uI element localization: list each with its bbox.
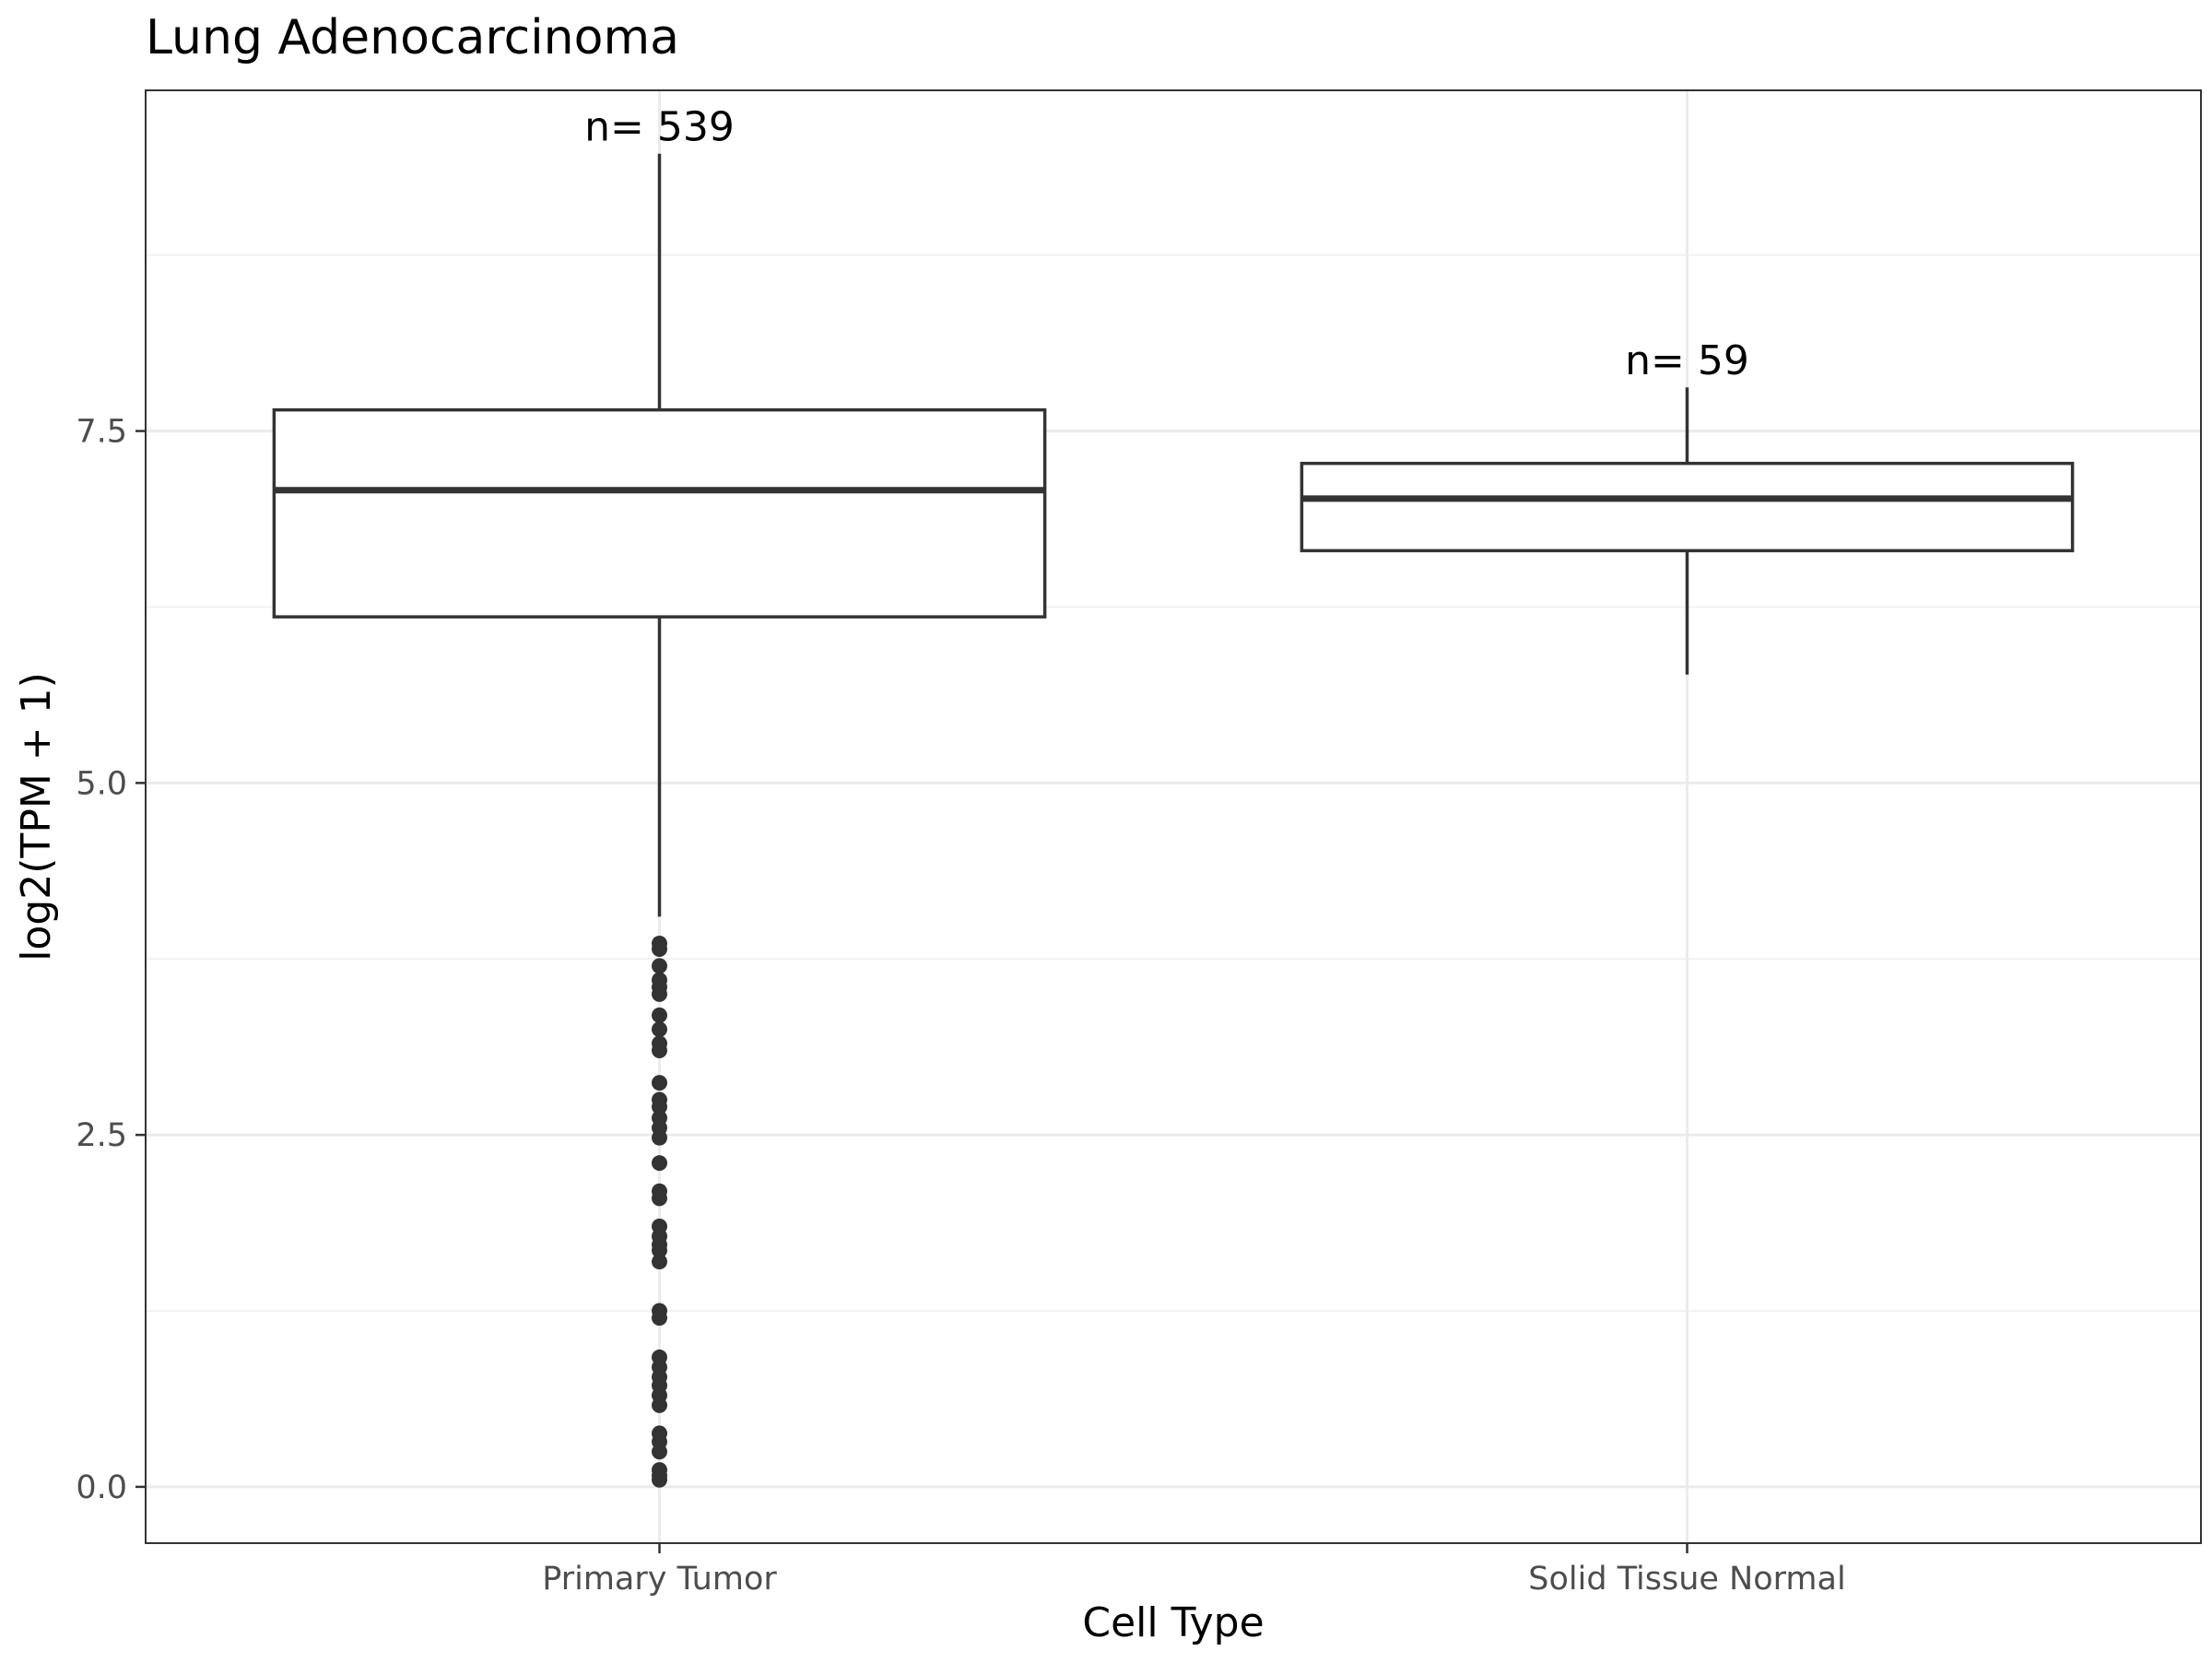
grid-lines [146, 90, 2201, 1543]
outlier-point [652, 985, 667, 1002]
y-tick-label: 2.5 [76, 1117, 127, 1154]
count-label: n= 59 [1625, 337, 1749, 384]
outlier-point [652, 941, 667, 958]
box-group: n= 539 [272, 104, 1047, 1488]
outlier-point [652, 1310, 667, 1327]
y-tick-label: 0.0 [76, 1469, 127, 1506]
count-label: n= 539 [584, 104, 735, 151]
outlier-point [652, 1190, 667, 1207]
box-series: n= 539 n= 59 [272, 104, 2075, 1488]
outlier-point [652, 1254, 667, 1270]
panel-border [145, 89, 2202, 1544]
outlier-point [652, 1129, 667, 1146]
outlier-point [652, 1242, 667, 1258]
outlier-point [652, 958, 667, 974]
outlier-point [652, 1043, 667, 1059]
outlier-point [652, 1471, 667, 1488]
outlier-point [652, 1155, 667, 1172]
box-iqr [1300, 461, 2075, 553]
box-iqr [272, 407, 1047, 619]
outlier-point [652, 1397, 667, 1413]
x-tick-label: Primary Tumor [542, 1561, 777, 1598]
outlier-point [652, 1075, 667, 1091]
x-axis-title: Cell Type [1082, 1599, 1264, 1646]
x-tick-label: Solid Tissue Normal [1528, 1561, 1845, 1598]
y-tick-label: 5.0 [76, 765, 127, 802]
y-tick-label: 7.5 [76, 414, 127, 451]
outlier-point [652, 1099, 667, 1115]
chart-title: Lung Adenocarcinoma [146, 10, 679, 65]
outlier-point [652, 1007, 667, 1023]
y-axis-title: log2(TPM + 1) [13, 672, 60, 961]
box-group: n= 59 [1300, 337, 2075, 675]
outlier-point [652, 1444, 667, 1460]
outlier-point [652, 1021, 667, 1038]
axes: 0.0 2.5 5.0 7.5 Primary Tumor Solid Tissue No… [76, 414, 1845, 1598]
